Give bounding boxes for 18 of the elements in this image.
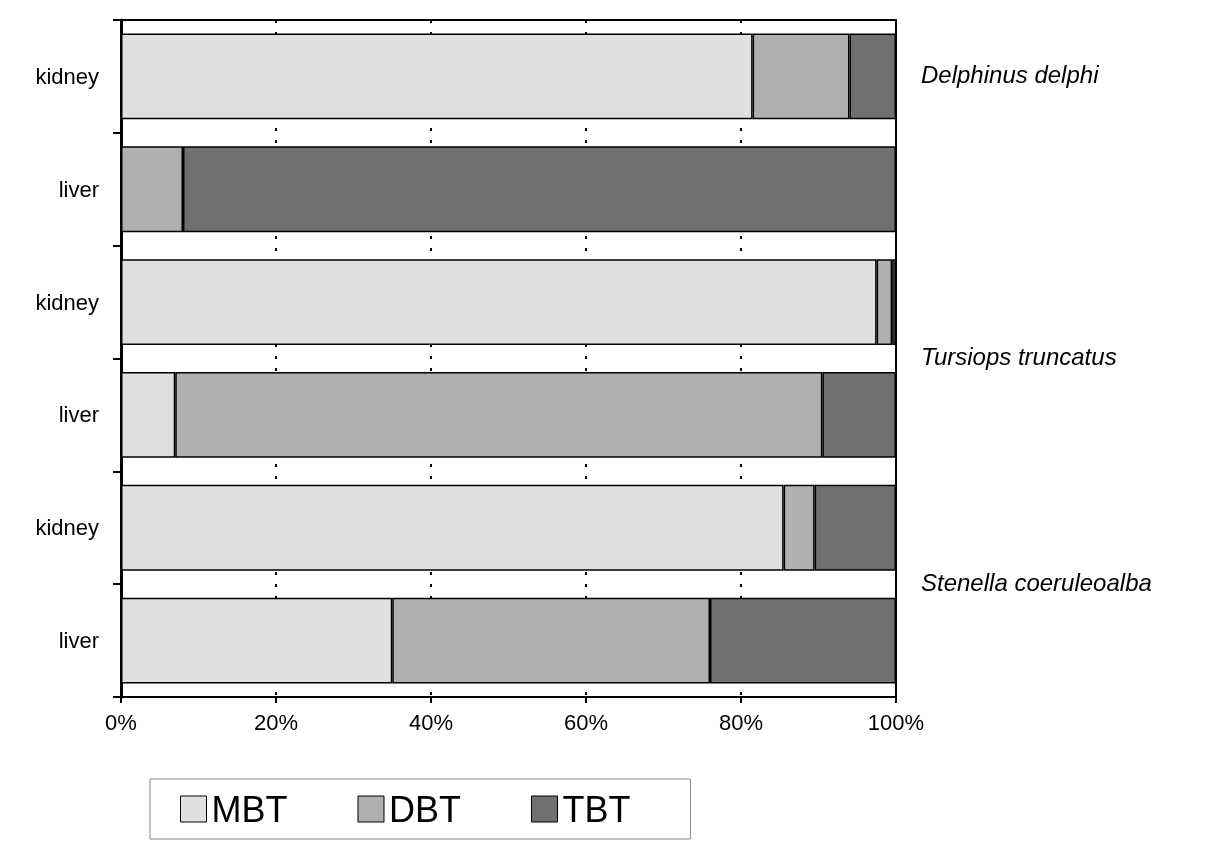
- legend-label: TBT: [562, 788, 631, 830]
- y-tick-label: liver: [58, 176, 99, 202]
- x-tick-label: 20%: [253, 709, 299, 735]
- x-tick-label: 100%: [867, 709, 925, 735]
- x-tick-label: 80%: [718, 709, 764, 735]
- x-tick-label: 40%: [408, 709, 454, 735]
- y-tick-label: kidney: [35, 63, 99, 89]
- y-tick-label: liver: [58, 402, 99, 428]
- x-tick-label: 0%: [105, 709, 137, 735]
- y-tick-label: kidney: [35, 515, 99, 541]
- x-tick-label: 60%: [563, 709, 609, 735]
- text: Delphinus delphi: [921, 60, 1100, 88]
- y-tick-label: kidney: [35, 289, 99, 315]
- text: Tursiops truncatus: [921, 343, 1117, 370]
- text: Stenella coeruleoalba: [921, 568, 1152, 596]
- y-tick-label: liver: [58, 628, 99, 654]
- legend-label: DBT: [388, 788, 461, 830]
- legend-label: MBT: [211, 788, 288, 830]
